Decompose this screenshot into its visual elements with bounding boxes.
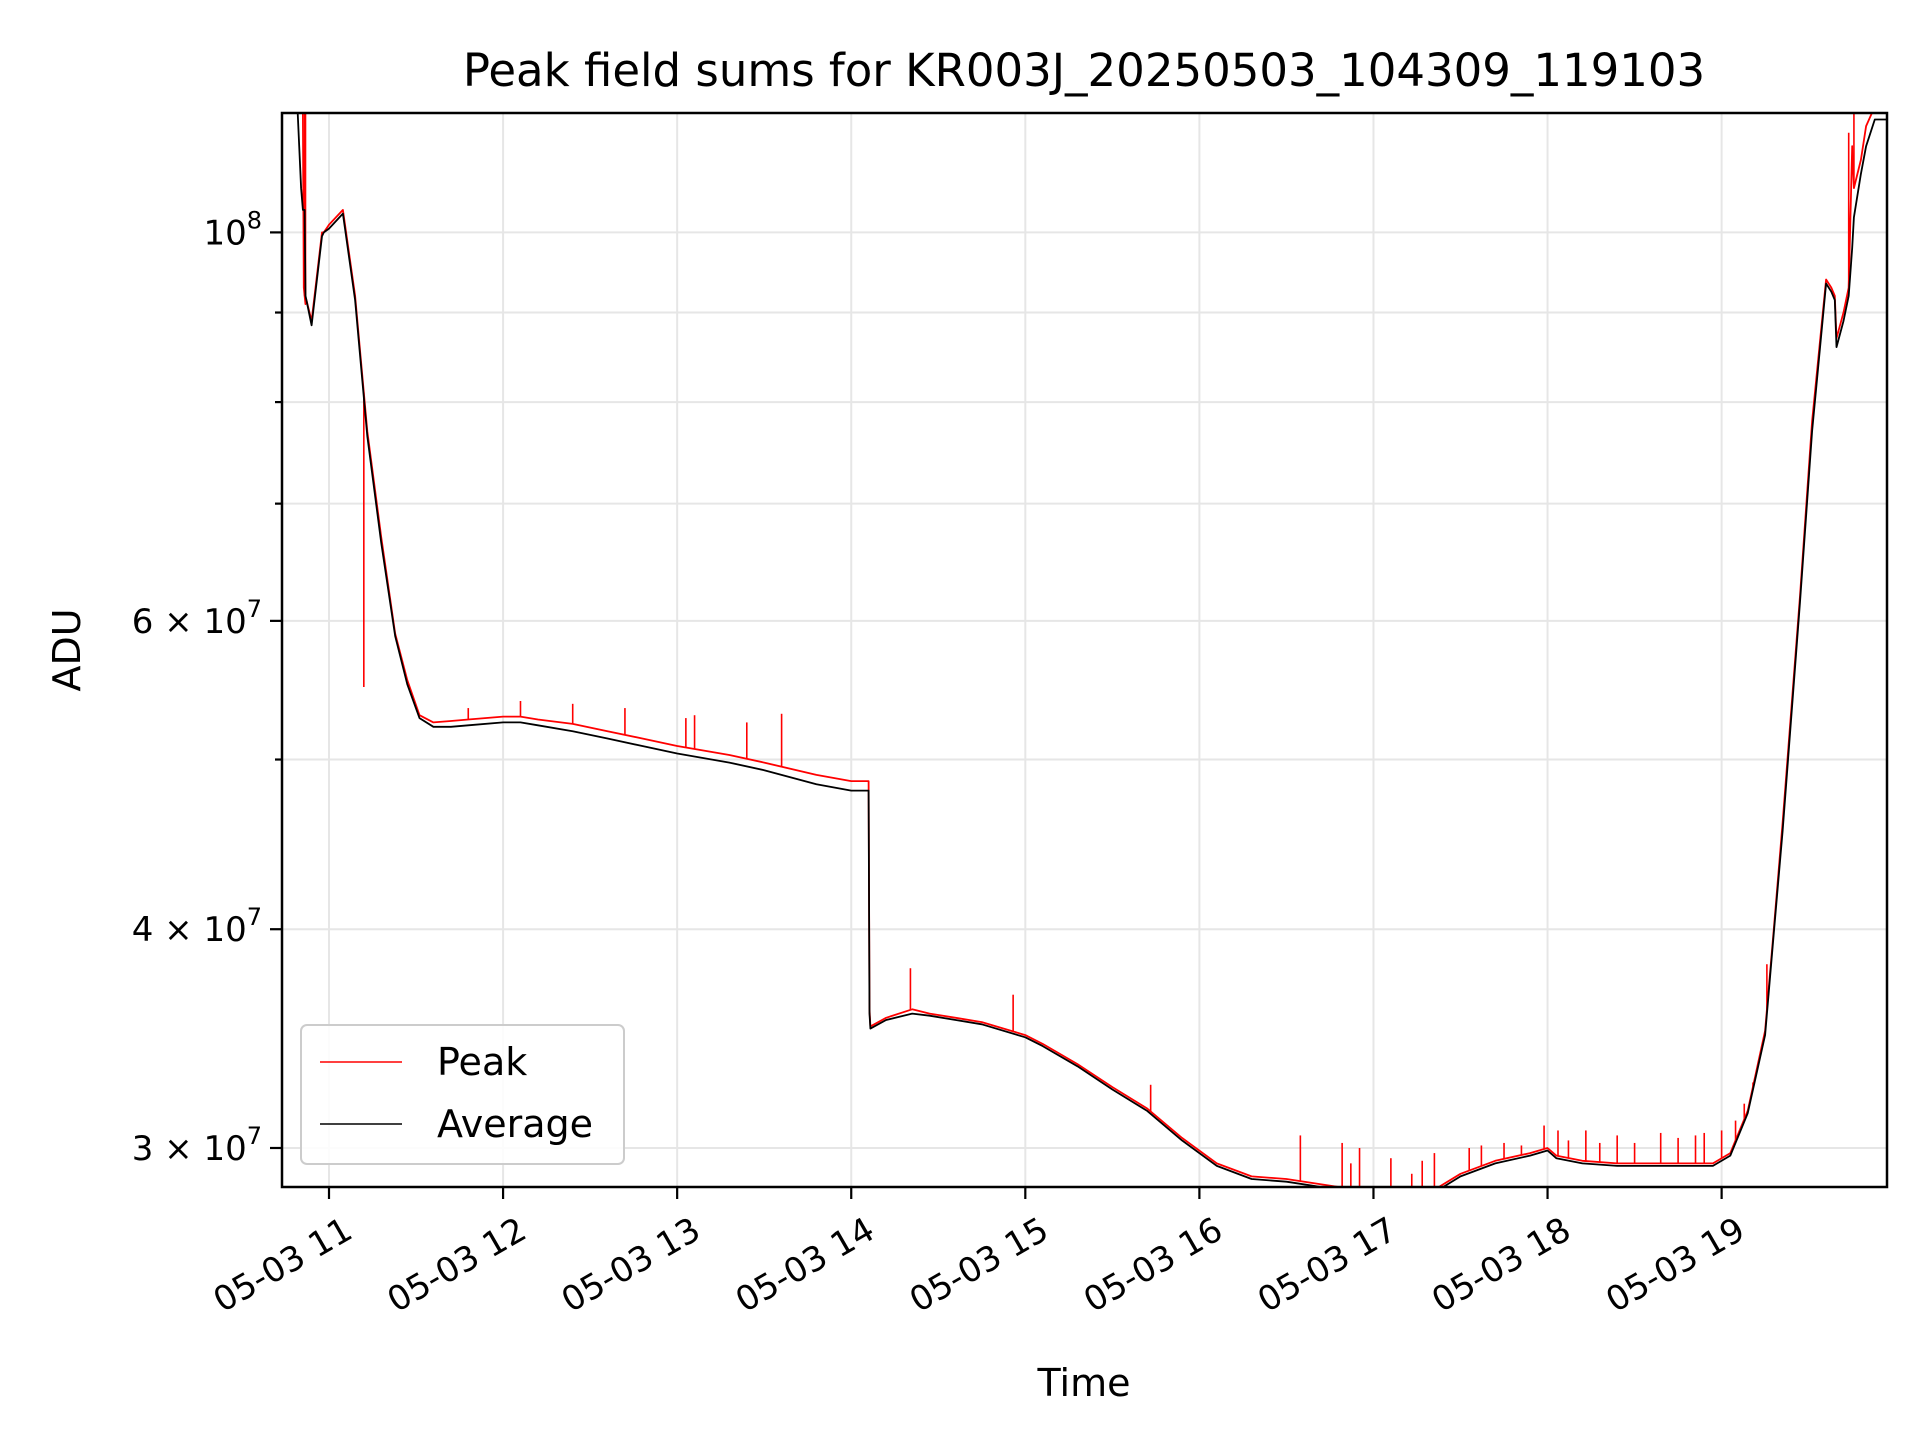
plot-frame <box>280 111 1889 1189</box>
y-tick-label: 3 × 107 <box>132 1122 262 1169</box>
legend-peak-label: Peak <box>437 1040 527 1084</box>
series-layer <box>296 113 1887 1187</box>
x-axis-label: Time <box>1037 1361 1131 1405</box>
grid-layer <box>282 113 1887 1187</box>
legend-box <box>300 1024 625 1165</box>
y-tick-label: 6 × 107 <box>132 595 262 642</box>
y-tick-label: 4 × 107 <box>132 903 262 950</box>
legend: Peak Average <box>300 1024 625 1165</box>
y-axis-label: ADU <box>45 608 89 691</box>
y-tick-label: 108 <box>203 206 262 253</box>
average-series-line <box>296 113 1887 1187</box>
legend-average-label: Average <box>437 1102 593 1146</box>
chart-title: Peak field sums for KR003J_20250503_1043… <box>463 44 1705 97</box>
